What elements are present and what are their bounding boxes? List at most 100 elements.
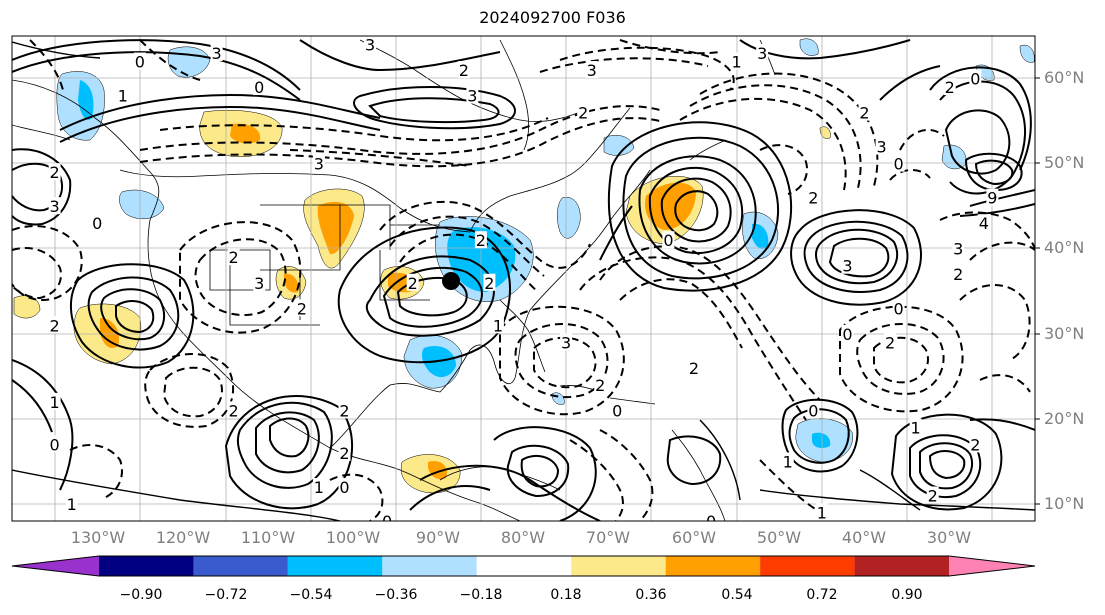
colorbar-tick-label: 0.36	[635, 587, 667, 603]
map-title: 2024092700 F036	[479, 8, 626, 27]
contour-label: 1	[67, 495, 77, 514]
contour-label: 1	[314, 478, 324, 497]
lon-label-110w: 110°W	[240, 528, 296, 547]
contour-label-bg	[730, 52, 743, 70]
lat-label-20n: 20°N	[1044, 409, 1085, 428]
colorbar-extend-low	[12, 556, 99, 576]
colorbar-segment	[476, 556, 572, 576]
contour-label-bg	[253, 273, 266, 291]
colorbar-tick-label: 0.72	[806, 587, 838, 603]
colorbar-segment	[571, 556, 666, 576]
contour-label: 3	[876, 138, 886, 157]
lon-label-80w: 80°W	[500, 528, 546, 547]
contour-label-bg	[969, 69, 982, 87]
contour-label: 1	[50, 393, 60, 412]
contour-label: 1	[817, 503, 827, 522]
contour-label-bg	[858, 103, 871, 121]
contour-label-bg	[48, 435, 61, 453]
contour-label: 2	[945, 78, 955, 97]
contour-label-bg	[210, 44, 223, 62]
contour-label-bg	[986, 188, 999, 206]
contour-label: 4	[979, 214, 989, 233]
contour-label-bg	[91, 214, 104, 232]
colorbar-tick-label: 0.18	[550, 587, 582, 603]
contour-label-bg	[338, 401, 351, 419]
contour-label: 3	[842, 257, 852, 276]
lon-label-40w: 40°W	[841, 528, 887, 547]
lon-label-30w: 30°W	[926, 528, 972, 547]
lat-label-50n: 50°N	[1044, 153, 1085, 172]
contour-label: 2	[885, 333, 895, 352]
contour-label-bg	[457, 61, 470, 79]
contour-label: 0	[808, 401, 818, 420]
contour-label-bg	[133, 52, 146, 70]
contour-label-bg	[926, 486, 939, 504]
contour-label: 2	[689, 359, 699, 378]
contour-label: 2	[808, 189, 818, 208]
lon-label-90w: 90°W	[415, 528, 461, 547]
contour-label-bg	[841, 324, 854, 342]
contour-label-bg	[227, 248, 240, 266]
colorbar-segment	[854, 556, 949, 576]
colorbar-tick-label: −0.36	[374, 587, 418, 603]
contour-label-bg	[969, 435, 982, 453]
dashed-contours	[12, 39, 1035, 521]
shade-pacific-orange	[100, 318, 120, 349]
contour-label: 2	[50, 163, 60, 182]
contour-label-bg	[952, 239, 965, 257]
contour-label-bg	[611, 401, 624, 419]
contour-label-bg	[364, 36, 377, 53]
contour-label-bg	[577, 103, 590, 121]
contour-label-bg	[688, 358, 700, 376]
contour-label: 3	[587, 61, 597, 80]
contour-label: 2	[484, 274, 494, 293]
shade-sub-cyan	[812, 432, 831, 448]
contour-label: 0	[254, 78, 264, 97]
contour-label-bg	[662, 231, 675, 249]
shade-east-blue	[557, 196, 581, 239]
contour-label: 0	[92, 214, 102, 233]
contour-label: 0	[382, 512, 392, 531]
contour-label: 0	[706, 512, 716, 531]
contour-label: 1	[732, 53, 742, 72]
contour-label-bg	[466, 86, 479, 104]
contour-label: 2	[459, 61, 469, 80]
contour-label-bg	[295, 299, 308, 317]
contour-label-bg	[406, 273, 419, 291]
contour-label: 3	[254, 274, 264, 293]
contour-label: 3	[314, 155, 324, 174]
contour-label-bg	[977, 214, 990, 232]
lat-label-60n: 60°N	[1044, 68, 1085, 87]
contour-label-bg	[253, 78, 266, 96]
contour-label-bg	[875, 137, 888, 155]
contour-label-bg	[491, 316, 504, 334]
contour-label: 0	[135, 53, 145, 72]
contour-label-bg	[227, 401, 240, 419]
contour-label: 3	[467, 87, 477, 106]
contour-label: 2	[50, 316, 60, 335]
contour-label: 2	[953, 265, 963, 284]
shade-west-blue	[119, 189, 165, 220]
contour-label-bg	[705, 512, 718, 521]
colorbar-tick-label: −0.54	[289, 587, 333, 603]
lon-label-120w: 120°W	[155, 528, 211, 547]
contour-label-bg	[116, 86, 129, 104]
contour-label-bg	[48, 197, 61, 215]
contour-label-bg	[381, 512, 394, 521]
shade-top-blue	[799, 38, 819, 56]
contour-label: 3	[50, 197, 60, 216]
contour-label: 3	[365, 36, 375, 55]
contour-label: 2	[970, 435, 980, 454]
contour-label: 1	[783, 452, 793, 471]
lat-ticks	[1035, 77, 1040, 505]
lon-label-50w: 50°W	[756, 528, 802, 547]
contour-label-bg	[892, 154, 905, 172]
contour-label-bg	[474, 231, 487, 249]
colorbar-tick-label: −0.18	[459, 587, 503, 603]
colorbar-segment	[665, 556, 761, 576]
colorbar-segment	[760, 556, 855, 576]
contour-label: 3	[212, 44, 222, 63]
shade-atl-cyan	[752, 223, 769, 249]
graticule	[12, 36, 1035, 521]
